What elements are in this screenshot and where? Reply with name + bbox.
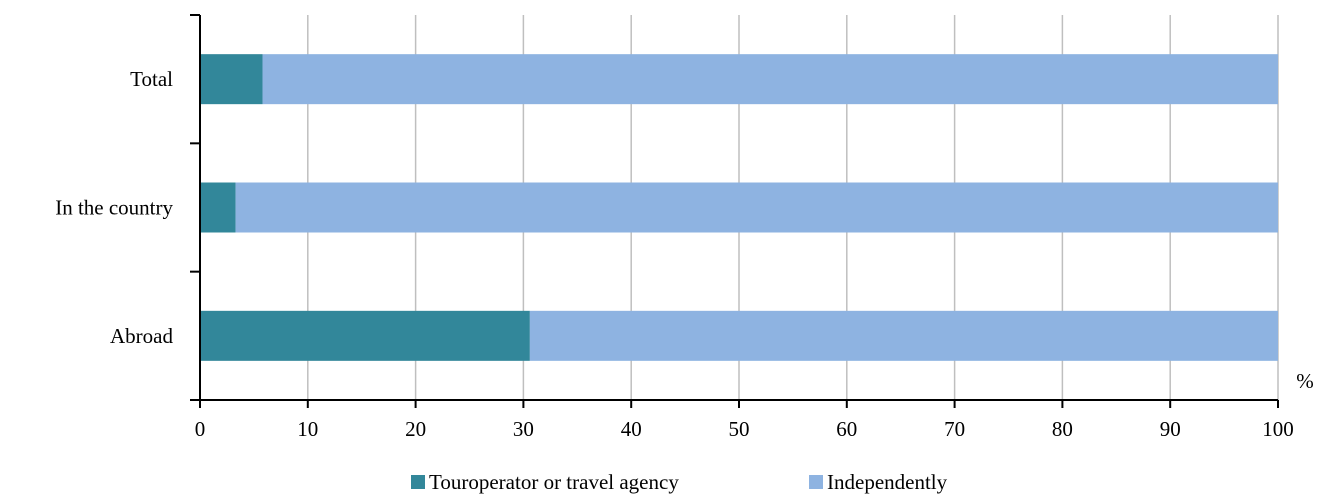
bar-total-series-0 bbox=[200, 54, 263, 105]
x-tick-label-90: 90 bbox=[1160, 417, 1181, 441]
legend-label-independently: Independently bbox=[827, 470, 948, 494]
x-tick-label-80: 80 bbox=[1052, 417, 1073, 441]
x-tick-label-60: 60 bbox=[836, 417, 857, 441]
bars bbox=[200, 54, 1279, 361]
legend-swatch-touroperator bbox=[411, 475, 425, 489]
x-tick-label-50: 50 bbox=[729, 417, 750, 441]
x-tick-label-0: 0 bbox=[195, 417, 206, 441]
bar-in-the-country-series-1 bbox=[235, 182, 1279, 233]
tick-labels: Total In the country Abroad 0 10 20 30 40 50 60 70… bbox=[55, 67, 1314, 441]
x-tick-label-30: 30 bbox=[513, 417, 534, 441]
x-tick-label-40: 40 bbox=[621, 417, 642, 441]
bar-total-series-1 bbox=[262, 54, 1278, 105]
x-tick-label-20: 20 bbox=[405, 417, 426, 441]
x-tick-label-100: 100 bbox=[1262, 417, 1294, 441]
legend-item-independently: Independently bbox=[809, 470, 947, 494]
category-label-total: Total bbox=[130, 67, 173, 91]
legend-swatch-independently bbox=[809, 475, 823, 489]
legend-label-touroperator: Touroperator or travel agency bbox=[429, 470, 679, 494]
stacked-bar-chart: Total In the country Abroad 0 10 20 30 40 50 60 70… bbox=[55, 14, 1314, 441]
category-label-abroad: Abroad bbox=[110, 324, 173, 348]
category-label-in-the-country: In the country bbox=[55, 196, 173, 220]
unit-label: % bbox=[1296, 369, 1314, 393]
legend: Touroperator or travel agency Independen… bbox=[0, 470, 1317, 495]
x-tick-label-10: 10 bbox=[297, 417, 318, 441]
bar-abroad-series-1 bbox=[529, 310, 1278, 361]
bar-in-the-country-series-0 bbox=[200, 182, 236, 233]
axes bbox=[190, 14, 1279, 408]
legend-item-touroperator: Touroperator or travel agency bbox=[411, 470, 679, 494]
bar-abroad-series-0 bbox=[200, 310, 530, 361]
x-tick-label-70: 70 bbox=[944, 417, 965, 441]
